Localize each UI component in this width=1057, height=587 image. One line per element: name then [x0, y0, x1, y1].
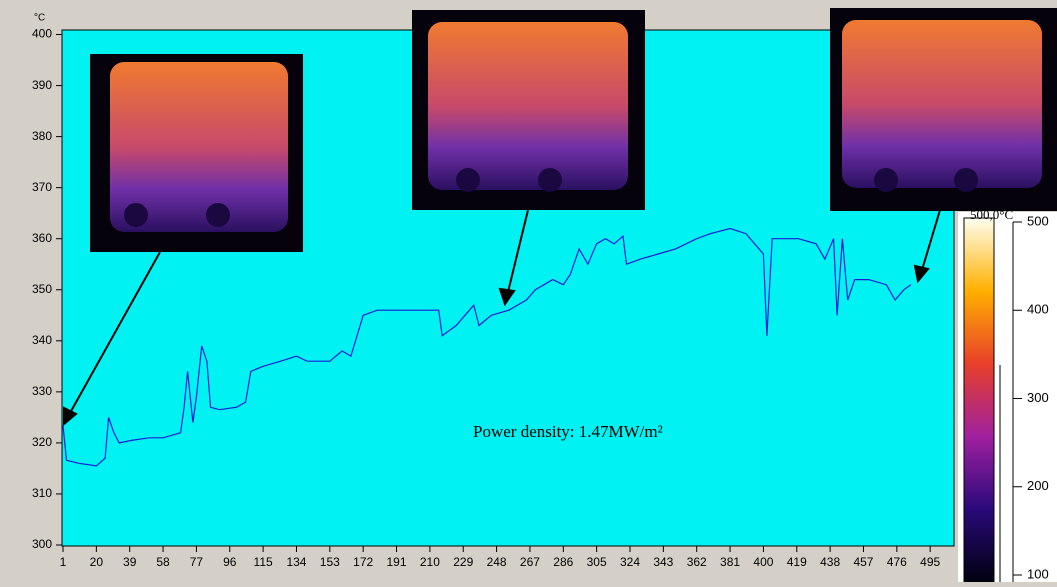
thermal-image — [830, 8, 1057, 211]
x-tick-label: 400 — [753, 555, 773, 569]
x-tick-label: 324 — [620, 555, 640, 569]
x-tick-label: 267 — [520, 555, 540, 569]
colorbar-tick-label: 500 — [1027, 213, 1049, 228]
colorbar-tick-label: 400 — [1027, 302, 1049, 317]
colorbar-tick-label: 100 — [1027, 566, 1049, 581]
y-tick-label: 350 — [32, 282, 52, 296]
colorbar-tick-label: 300 — [1027, 390, 1049, 405]
x-tick-label: 134 — [286, 555, 306, 569]
arrows — [63, 209, 941, 427]
x-tick-label: 172 — [353, 555, 373, 569]
x-tick-label: 419 — [787, 555, 807, 569]
x-tick-label: 153 — [320, 555, 340, 569]
x-tick-label: 210 — [420, 555, 440, 569]
y-tick-label: 320 — [32, 435, 52, 449]
y-tick-label: 340 — [32, 333, 52, 347]
x-tick-label: 191 — [387, 555, 407, 569]
y-tick-label: 300 — [32, 537, 52, 551]
x-tick-label: 495 — [920, 555, 940, 569]
y-tick-label: 330 — [32, 384, 52, 398]
y-tick-label: 360 — [32, 231, 52, 245]
x-tick-label: 476 — [887, 555, 907, 569]
y-tick-label: 380 — [32, 129, 52, 143]
y-tick-label: 400 — [32, 27, 52, 41]
x-tick-label: 229 — [453, 555, 473, 569]
colorbar-gradient — [963, 217, 995, 583]
x-tick-label: 305 — [587, 555, 607, 569]
x-tick-label: 77 — [190, 555, 204, 569]
thermal-image — [412, 10, 645, 210]
x-tick-label: 39 — [123, 555, 137, 569]
x-tick-label: 362 — [687, 555, 707, 569]
y-unit: °C — [34, 13, 45, 24]
y-tick-label: 310 — [32, 486, 52, 500]
x-tick-label: 96 — [223, 555, 237, 569]
x-tick-label: 438 — [820, 555, 840, 569]
y-tick-label: 390 — [32, 78, 52, 92]
thermal-image — [90, 54, 303, 252]
annotation: Power density: 1.47MW/m² — [473, 422, 663, 441]
x-tick-label: 115 — [254, 555, 273, 569]
series-line — [62, 227, 912, 467]
x-tick-label: 343 — [653, 555, 673, 569]
x-tick-label: 286 — [553, 555, 573, 569]
x-tick-label: 457 — [853, 555, 873, 569]
colorbar-tick-label: 200 — [1027, 478, 1049, 493]
x-tick-label: 1 — [60, 555, 67, 569]
y-tick-label: 370 — [32, 180, 52, 194]
x-tick-label: 248 — [487, 555, 507, 569]
x-tick-label: 20 — [90, 555, 104, 569]
x-tick-label: 381 — [720, 555, 740, 569]
x-tick-label: 58 — [156, 555, 170, 569]
